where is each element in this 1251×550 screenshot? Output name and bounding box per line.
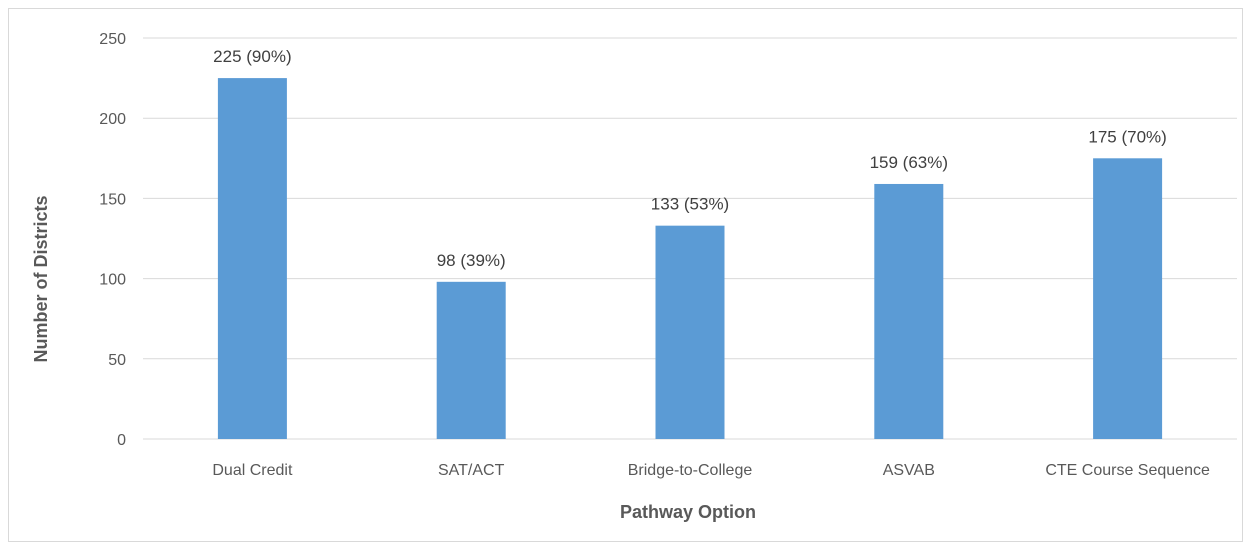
x-tick-label: SAT/ACT bbox=[438, 462, 505, 479]
y-axis-title: Number of Districts bbox=[31, 195, 51, 362]
y-tick-label: 50 bbox=[108, 352, 126, 369]
data-label: 175 (70%) bbox=[1088, 127, 1166, 146]
x-tick-label: ASVAB bbox=[883, 462, 935, 479]
y-tick-label: 150 bbox=[99, 191, 126, 208]
data-labels: 225 (90%) 98 (39%) 133 (53%) 159 (63%) 175 (… bbox=[213, 47, 1167, 270]
bars bbox=[217, 78, 1163, 440]
data-label: 98 (39%) bbox=[437, 251, 506, 270]
y-axis-ticks: 0 50 100 150 200 250 bbox=[99, 31, 126, 449]
data-label: 225 (90%) bbox=[213, 47, 291, 66]
x-tick-label: Bridge-to-College bbox=[628, 462, 753, 479]
x-tick-label: Dual Credit bbox=[212, 462, 293, 479]
y-tick-label: 200 bbox=[99, 111, 126, 128]
gridlines bbox=[143, 37, 1237, 440]
bar-dual-credit bbox=[217, 78, 287, 439]
x-axis-ticks: Dual Credit SAT/ACT Bridge-to-College ASVAB… bbox=[212, 462, 1210, 479]
x-tick-label: CTE Course Sequence bbox=[1045, 462, 1210, 479]
y-tick-label: 100 bbox=[99, 272, 126, 289]
bar-bridge-to-college bbox=[655, 225, 725, 439]
x-axis-title: Pathway Option bbox=[620, 502, 756, 522]
chart-frame bbox=[8, 8, 1243, 542]
bar-cte-course-sequence bbox=[1093, 158, 1163, 440]
bar-asvab bbox=[874, 183, 944, 439]
data-label: 133 (53%) bbox=[651, 195, 729, 214]
data-label: 159 (63%) bbox=[870, 153, 948, 172]
y-tick-label: 250 bbox=[99, 31, 126, 48]
y-tick-label: 0 bbox=[117, 432, 126, 449]
bar-sat-act bbox=[436, 281, 506, 439]
